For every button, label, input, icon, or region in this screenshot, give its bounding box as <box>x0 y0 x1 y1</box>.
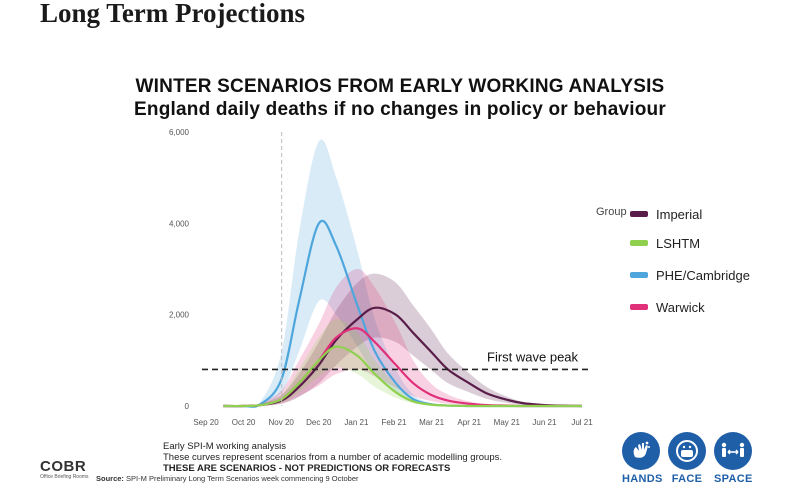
line-lshtm <box>223 345 582 408</box>
footer-note-2: These curves represent scenarios from a … <box>163 452 502 463</box>
x-tick-label: Jan 21 <box>344 418 369 427</box>
band-phe-cambridge <box>223 139 583 407</box>
face-badge: FACE <box>668 432 706 485</box>
series-lines <box>223 220 583 408</box>
footer-notes: Early SPI-M working analysis These curve… <box>163 441 502 474</box>
x-tick-label: Apr 21 <box>457 418 481 427</box>
page-title: Long Term Projections <box>40 0 305 28</box>
legend-label-lshtm: LSHTM <box>656 235 701 251</box>
cobr-subtitle: Office Briefing Rooms <box>40 474 89 480</box>
space-badge: SPACE <box>714 432 752 485</box>
y-tick-label: 0 <box>185 402 190 411</box>
legend-item-phe-cambridge: PHE/Cambridge <box>630 267 750 283</box>
y-tick-label: 4,000 <box>169 219 190 228</box>
source-line: Source: SPI-M Preliminary Long Term Scen… <box>96 474 358 483</box>
legend-label-warwick: Warwick <box>656 299 705 315</box>
x-tick-label: Feb 21 <box>382 418 407 427</box>
y-axis: 0 2,000 4,000 6,000 <box>169 128 190 411</box>
cobr-logo: COBR Office Briefing Rooms <box>40 458 89 480</box>
x-tick-label: Nov 20 <box>269 418 295 427</box>
legend-label-imperial: Imperial <box>656 206 703 222</box>
cobr-wordmark: COBR <box>40 458 87 475</box>
y-tick-label: 6,000 <box>169 128 190 137</box>
chart-subtitle: England daily deaths if no changes in po… <box>134 99 666 120</box>
face-mask-icon <box>668 432 706 470</box>
legend-swatch-phe-cambridge <box>630 272 648 278</box>
x-tick-label: Jul 21 <box>571 418 593 427</box>
x-tick-label: Sep 20 <box>193 418 219 427</box>
legend-swatch-warwick <box>630 304 648 310</box>
x-tick-label: May 21 <box>494 418 521 427</box>
space-label: SPACE <box>714 473 753 485</box>
uncertainty-bands <box>223 139 583 407</box>
legend-swatch-lshtm <box>630 240 648 246</box>
x-axis: Sep 20 Oct 20 Nov 20 Dec 20 Jan 21 Feb 21 Mar … <box>193 418 593 427</box>
source-text: SPI-M Preliminary Long Term Scenarios we… <box>126 474 359 483</box>
x-tick-label: Oct 20 <box>232 418 256 427</box>
hands-icon <box>622 432 660 470</box>
distance-icon <box>714 432 752 470</box>
legend-swatch-imperial <box>630 211 648 217</box>
legend-item-lshtm: LSHTM <box>630 235 700 251</box>
x-tick-label: Dec 20 <box>306 418 332 427</box>
hands-badge: HANDS <box>622 432 663 485</box>
line-imperial <box>223 306 583 408</box>
legend-item-warwick: Warwick <box>630 299 705 315</box>
y-tick-label: 2,000 <box>169 311 190 320</box>
first-wave-peak-label: First wave peak <box>487 349 579 364</box>
footer-note-1: Early SPI-M working analysis <box>163 441 287 452</box>
face-label: FACE <box>671 473 703 485</box>
x-tick-label: Mar 21 <box>419 418 444 427</box>
hands-label: HANDS <box>622 473 663 485</box>
source-label: Source: <box>96 474 124 483</box>
x-tick-label: Jun 21 <box>532 418 557 427</box>
legend-item-imperial: Imperial <box>630 206 702 222</box>
footer-disclaimer: THESE ARE SCENARIOS - NOT PREDICTIONS OR… <box>163 463 451 474</box>
chart-title: WINTER SCENARIOS FROM EARLY WORKING ANAL… <box>135 76 665 97</box>
legend-label-phe-cambridge: PHE/Cambridge <box>656 267 750 283</box>
legend-title: Group <box>596 206 627 218</box>
